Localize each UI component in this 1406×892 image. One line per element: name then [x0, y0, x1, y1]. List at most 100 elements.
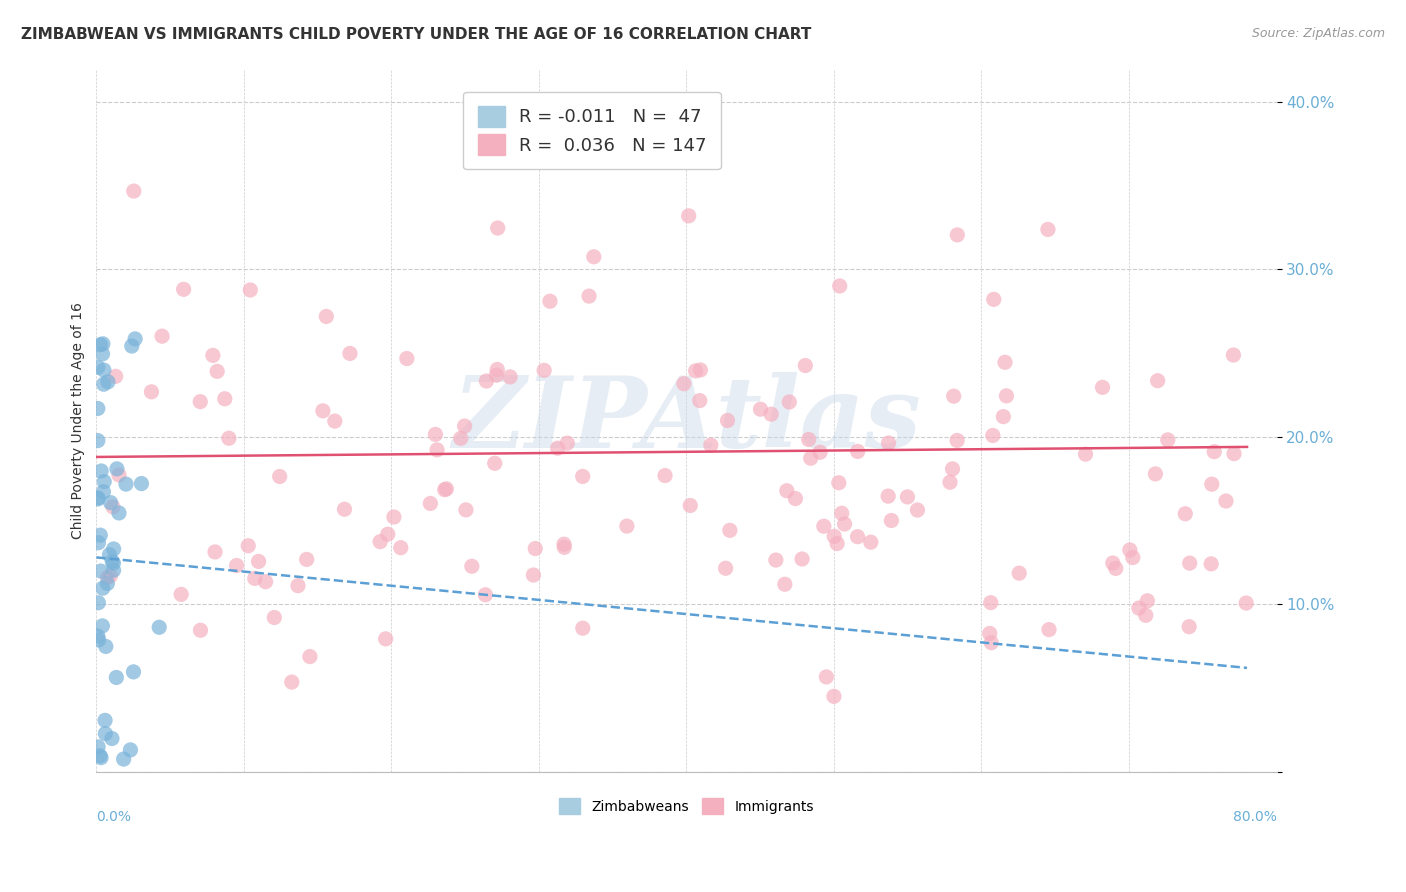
Point — [823, 690, 845, 704]
Point — [395, 351, 418, 366]
Point — [946, 227, 969, 242]
Point — [1199, 557, 1222, 571]
Point — [1091, 380, 1114, 394]
Point — [98, 548, 121, 562]
Point — [582, 250, 605, 264]
Point — [247, 554, 270, 568]
Point — [281, 675, 304, 690]
Point — [90, 464, 112, 478]
Point — [538, 294, 561, 309]
Point — [103, 541, 125, 556]
Point — [553, 537, 575, 551]
Point — [1204, 444, 1226, 458]
Y-axis label: Child Poverty Under the Age of 16: Child Poverty Under the Age of 16 — [72, 301, 86, 539]
Point — [828, 475, 851, 490]
Point — [825, 536, 848, 550]
Point — [672, 376, 695, 391]
Point — [115, 477, 138, 491]
Point — [790, 552, 813, 566]
Point — [1157, 433, 1180, 447]
Point — [678, 209, 700, 223]
Text: Source: ZipAtlas.com: Source: ZipAtlas.com — [1251, 27, 1385, 40]
Point — [389, 541, 412, 555]
Point — [499, 370, 522, 384]
Point — [794, 359, 817, 373]
Point — [522, 568, 544, 582]
Point — [312, 404, 335, 418]
Point — [785, 491, 807, 506]
Point — [716, 413, 738, 427]
Point — [243, 571, 266, 585]
Point — [571, 469, 593, 483]
Point — [486, 221, 509, 235]
Point — [382, 510, 405, 524]
Point — [1146, 374, 1168, 388]
Point — [994, 355, 1017, 369]
Point — [946, 434, 969, 448]
Point — [1119, 543, 1142, 558]
Point — [103, 563, 125, 577]
Point — [689, 393, 711, 408]
Point — [204, 545, 226, 559]
Point — [425, 427, 447, 442]
Point — [474, 588, 496, 602]
Point — [323, 414, 346, 428]
Point — [87, 629, 110, 643]
Point — [101, 554, 124, 568]
Point — [131, 476, 153, 491]
Point — [170, 587, 193, 601]
Point — [1135, 608, 1157, 623]
Point — [89, 337, 111, 351]
Point — [1074, 447, 1097, 461]
Point — [572, 621, 595, 635]
Point — [533, 363, 555, 377]
Point — [419, 496, 441, 510]
Point — [813, 519, 835, 533]
Point — [333, 502, 356, 516]
Point — [454, 503, 477, 517]
Point — [1038, 623, 1060, 637]
Point — [93, 484, 115, 499]
Point — [859, 535, 882, 549]
Point — [124, 332, 146, 346]
Point — [765, 553, 787, 567]
Point — [87, 739, 110, 754]
Point — [298, 649, 321, 664]
Point — [450, 431, 472, 445]
Point — [685, 364, 707, 378]
Text: ZIPAtlas: ZIPAtlas — [451, 372, 921, 468]
Point — [150, 329, 173, 343]
Point — [190, 624, 212, 638]
Point — [218, 431, 240, 445]
Point — [1222, 348, 1244, 362]
Point — [434, 482, 457, 496]
Point — [475, 374, 498, 388]
Point — [800, 451, 823, 466]
Point — [700, 438, 723, 452]
Point — [749, 402, 772, 417]
Point — [105, 670, 128, 684]
Point — [287, 579, 309, 593]
Point — [100, 496, 122, 510]
Point — [547, 441, 569, 455]
Point — [239, 283, 262, 297]
Point — [173, 282, 195, 296]
Point — [91, 336, 114, 351]
Point — [815, 670, 838, 684]
Point — [983, 293, 1005, 307]
Point — [91, 581, 114, 595]
Point — [939, 475, 962, 490]
Point — [108, 506, 131, 520]
Point — [87, 596, 110, 610]
Point — [808, 445, 831, 459]
Point — [1036, 222, 1059, 236]
Point — [122, 184, 145, 198]
Point — [1101, 556, 1123, 570]
Point — [101, 731, 124, 746]
Point — [1178, 556, 1201, 570]
Point — [103, 556, 125, 570]
Point — [97, 375, 120, 389]
Point — [339, 346, 361, 360]
Point — [1144, 467, 1167, 481]
Point — [141, 384, 163, 399]
